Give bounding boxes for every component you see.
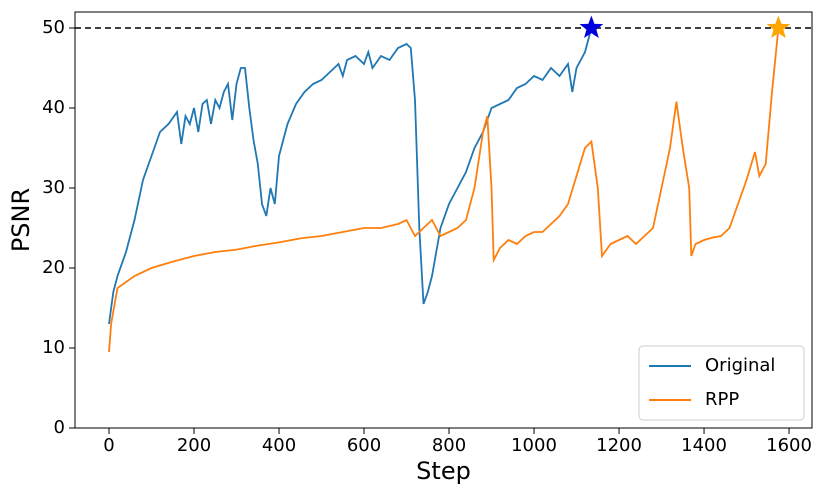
y-tick-label: 20: [42, 257, 65, 278]
legend-box: [638, 345, 805, 421]
end-star: [579, 15, 604, 39]
x-tick-label: 1400: [681, 435, 727, 456]
x-tick-label: 1200: [596, 435, 642, 456]
x-tick-label: 600: [347, 435, 381, 456]
x-tick-label: 800: [432, 435, 466, 456]
legend-label: Original: [705, 355, 775, 376]
y-tick-label: 40: [42, 97, 65, 118]
legend: Original RPP: [638, 345, 805, 421]
x-tick-label: 400: [262, 435, 296, 456]
x-axis-label: Step: [416, 457, 471, 485]
plot-frame: [74, 11, 813, 429]
legend-label: RPP: [705, 389, 739, 410]
line: [108, 27, 780, 353]
line: [108, 27, 593, 325]
y-tick-label: 0: [54, 417, 65, 438]
y-tick-label: 10: [42, 337, 65, 358]
y-tick-label: 30: [42, 177, 65, 198]
x-tick-label: 0: [103, 435, 114, 456]
x-tick-label: 1000: [511, 435, 557, 456]
y-axis-label: PSNR: [7, 188, 35, 252]
x-tick-label: 1600: [766, 435, 812, 456]
x-tick-label: 200: [177, 435, 211, 456]
end-star: [766, 15, 791, 39]
y-tick-label: 50: [42, 17, 65, 38]
